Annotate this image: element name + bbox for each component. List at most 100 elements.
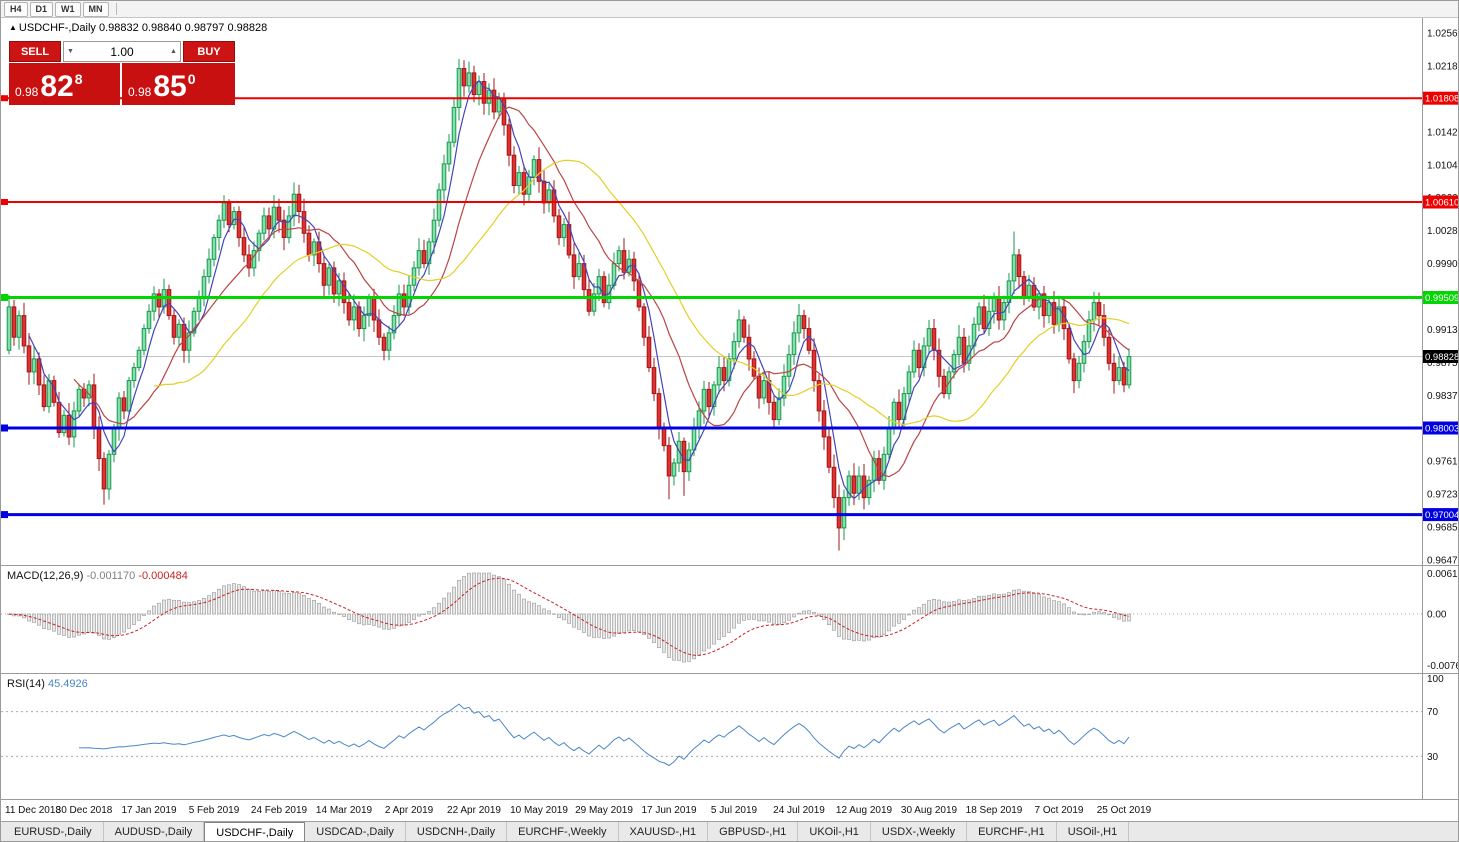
candle bbox=[516, 172, 522, 187]
candle bbox=[321, 263, 327, 286]
candle bbox=[271, 206, 277, 230]
level-left-cap bbox=[1, 95, 8, 102]
candle bbox=[591, 293, 597, 312]
candle bbox=[26, 345, 32, 373]
price-tick-label: 1.02560 bbox=[1427, 29, 1459, 40]
candle bbox=[926, 328, 932, 347]
candle bbox=[761, 380, 767, 399]
buy-button[interactable]: BUY bbox=[183, 41, 235, 62]
chart-tab-bar: EURUSD-,Daily AUDUSD-,Daily USDCHF-,Daily U… bbox=[1, 821, 1458, 841]
candle bbox=[741, 319, 747, 338]
candle bbox=[41, 384, 47, 408]
date-tick-label: 14 Mar 2019 bbox=[315, 805, 373, 816]
chart-tab-usoil-h1[interactable]: USOil-,H1 bbox=[1057, 822, 1130, 841]
chart-tab-xauusd-h1[interactable]: XAUUSD-,H1 bbox=[619, 822, 709, 841]
level-price-label: 1.00610 bbox=[1425, 198, 1459, 209]
level-left-cap bbox=[1, 511, 8, 519]
candle bbox=[886, 427, 892, 455]
candle bbox=[891, 401, 897, 429]
level-price-label: 0.97004 bbox=[1425, 510, 1459, 521]
candle bbox=[331, 267, 337, 295]
candle bbox=[511, 154, 517, 186]
candle bbox=[661, 427, 667, 447]
candle bbox=[776, 397, 782, 421]
toolbar-separator bbox=[115, 3, 117, 15]
collapse-trade-panel-icon[interactable]: ▲ bbox=[9, 23, 17, 32]
ohlc-low: 0.98797 bbox=[184, 22, 225, 34]
chart-tab-eurchf-h1[interactable]: EURCHF-,H1 bbox=[967, 822, 1057, 841]
candle bbox=[1041, 293, 1047, 317]
macd-chart[interactable]: 0.00613 0.00 -0.00761 bbox=[1, 566, 1459, 673]
chart-tab-usdchf-daily[interactable]: USDCHF-,Daily bbox=[204, 822, 306, 841]
buy-price-big: 85 bbox=[153, 70, 187, 103]
chart-tab-usdcnh-daily[interactable]: USDCNH-,Daily bbox=[406, 822, 508, 841]
candle bbox=[256, 232, 262, 251]
chart-tab-eurchf-weekly[interactable]: EURCHF-,Weekly bbox=[507, 822, 619, 841]
horizontal-levels-layer bbox=[1, 95, 1422, 519]
candle bbox=[291, 193, 297, 217]
candle bbox=[541, 180, 547, 204]
candle bbox=[1126, 356, 1132, 386]
buy-price-sup: 0 bbox=[187, 71, 196, 87]
candle bbox=[416, 250, 422, 269]
date-tick-label: 24 Feb 2019 bbox=[250, 805, 308, 816]
macd-panel: 0.00613 0.00 -0.00761 MACD(12,26,9) -0.001… bbox=[1, 565, 1459, 673]
candlestick-chart[interactable]: 1.025601.021801.018001.014201.010401.006… bbox=[1, 18, 1459, 565]
candle bbox=[1101, 315, 1107, 338]
candle bbox=[386, 332, 392, 351]
ma-fast-line bbox=[28, 79, 1130, 500]
candle bbox=[441, 163, 447, 191]
candle bbox=[911, 349, 917, 373]
chart-tab-usdx-weekly[interactable]: USDX-,Weekly bbox=[871, 822, 968, 841]
price-tick-label: 1.02180 bbox=[1427, 61, 1459, 72]
chart-tab-gbpusd-h1[interactable]: GBPUSD-,H1 bbox=[708, 822, 799, 841]
date-tick-label: 25 Oct 2019 bbox=[1096, 805, 1152, 816]
level-price-label: 0.98003 bbox=[1425, 424, 1459, 435]
volume-decrease-icon[interactable]: ▼ bbox=[67, 48, 74, 55]
chart-tab-eurusd-daily[interactable]: EURUSD-,Daily bbox=[3, 822, 104, 841]
rsi-title: RSI(14) bbox=[7, 678, 45, 690]
candle bbox=[896, 401, 902, 421]
chart-tab-audusd-daily[interactable]: AUDUSD-,Daily bbox=[104, 822, 205, 841]
candle bbox=[96, 427, 102, 460]
volume-increase-icon[interactable]: ▲ bbox=[170, 48, 177, 55]
timeframe-button-mn[interactable]: MN bbox=[82, 1, 109, 17]
sell-price-sup: 8 bbox=[74, 71, 83, 87]
level-price-label: 1.01808 bbox=[1425, 94, 1459, 105]
level-price-label-bg bbox=[1423, 195, 1458, 209]
candle bbox=[131, 367, 137, 382]
candle bbox=[451, 107, 457, 143]
candle bbox=[346, 302, 352, 321]
timeframe-button-h4[interactable]: H4 bbox=[4, 1, 28, 17]
rsi-panel: 100 70 30 RSI(14) 45.4926 bbox=[1, 673, 1459, 799]
volume-input[interactable]: ▼ 1.00 ▲ bbox=[63, 41, 181, 62]
candle bbox=[846, 475, 852, 499]
date-tick-label: 24 Jul 2019 bbox=[773, 805, 825, 816]
rsi-chart[interactable]: 100 70 30 bbox=[1, 674, 1459, 799]
sell-price-tile[interactable]: 0.98 82 8 bbox=[9, 63, 120, 105]
macd-title: MACD(12,26,9) bbox=[7, 570, 84, 582]
buy-price-tile[interactable]: 0.98 85 0 bbox=[122, 63, 235, 105]
candle bbox=[646, 336, 652, 369]
sell-button[interactable]: SELL bbox=[9, 41, 61, 62]
candle bbox=[841, 497, 847, 529]
candle bbox=[831, 466, 837, 499]
ohlc-high: 0.98840 bbox=[141, 22, 182, 34]
candle bbox=[176, 323, 182, 338]
candle bbox=[151, 293, 157, 312]
timeframe-button-d1[interactable]: D1 bbox=[29, 1, 54, 17]
candle bbox=[126, 380, 132, 412]
candle bbox=[621, 250, 627, 273]
macd-axis-label: 0.00613 bbox=[1427, 569, 1459, 580]
candle bbox=[381, 336, 387, 351]
level-price-label-bg bbox=[1423, 508, 1458, 522]
candle bbox=[121, 397, 127, 412]
candle bbox=[756, 375, 762, 399]
chart-tab-usdcad-daily[interactable]: USDCAD-,Daily bbox=[305, 822, 406, 841]
chart-tab-ukoil-h1[interactable]: UKOil-,H1 bbox=[798, 822, 871, 841]
timeframe-button-w1[interactable]: W1 bbox=[55, 1, 81, 17]
